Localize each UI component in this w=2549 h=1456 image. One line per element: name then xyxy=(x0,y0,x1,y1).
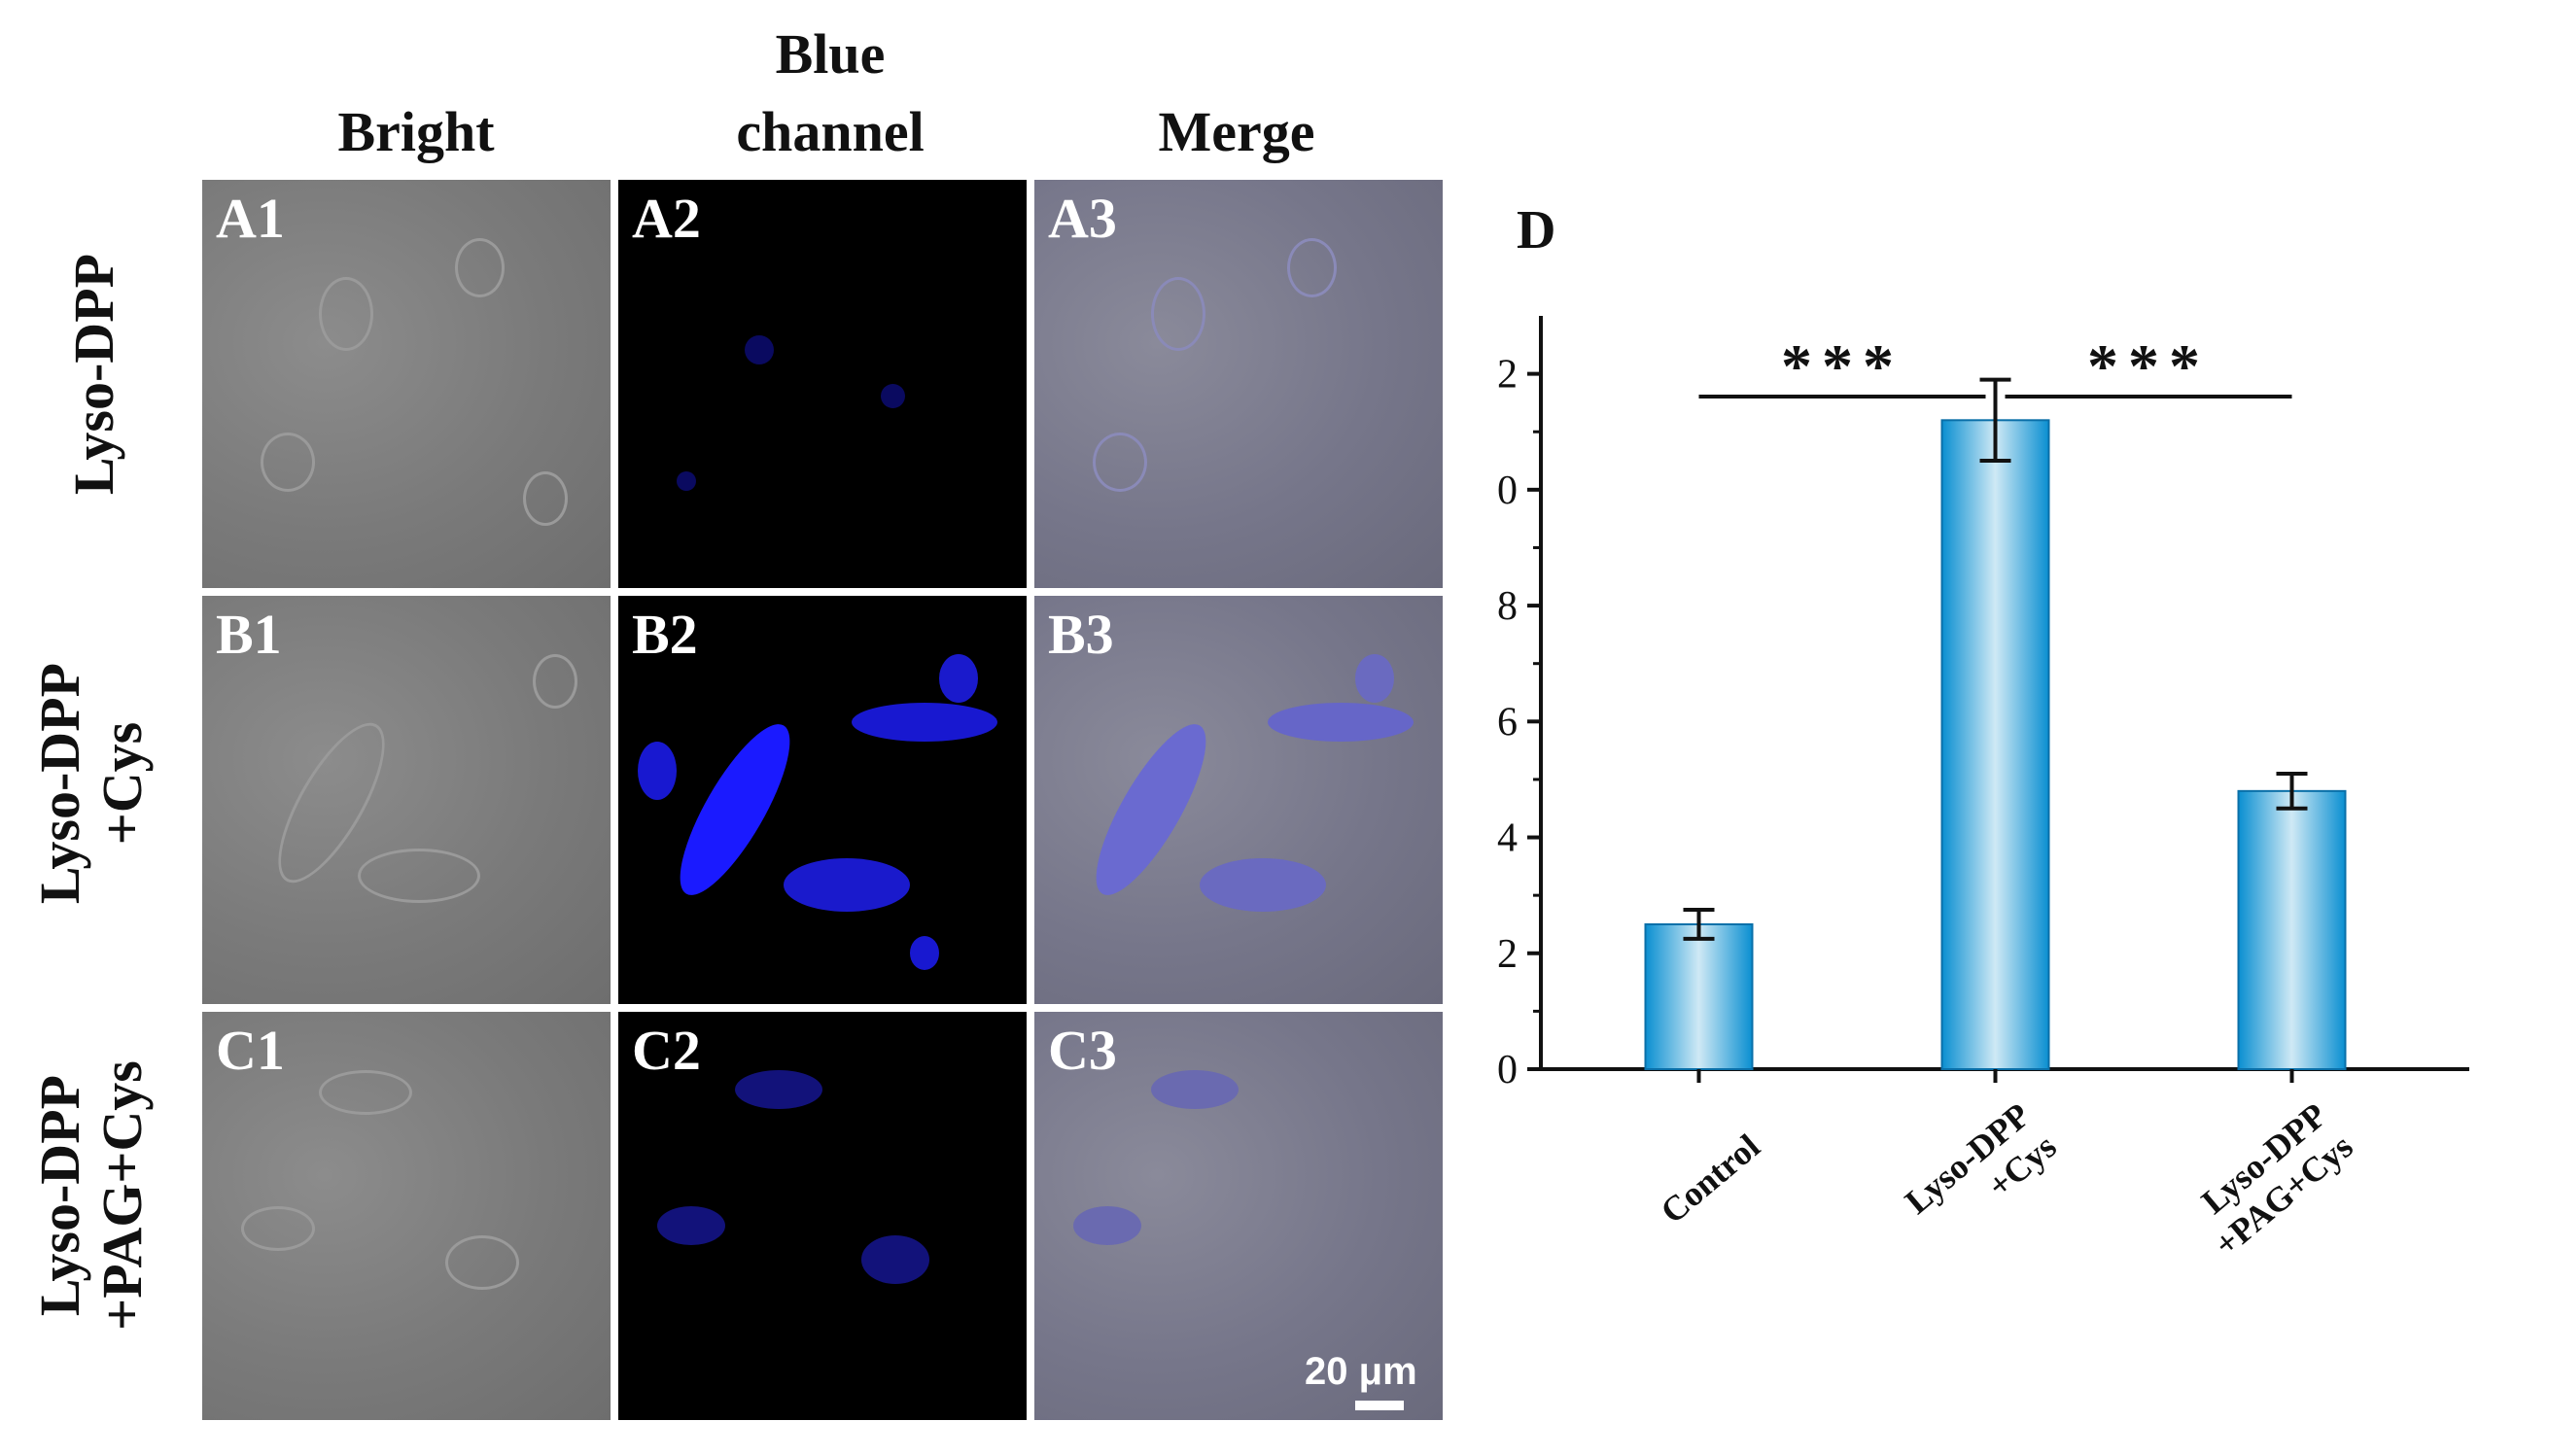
column-header-blue-channel: Blue channel xyxy=(626,16,1034,171)
image-panel-a3: A3 xyxy=(1034,180,1443,588)
row-header-lyso-dpp-pag-cys: Lyso-DPP +PAG+Cys xyxy=(28,962,165,1429)
image-panel-a2: A2 xyxy=(618,180,1027,588)
row-header-lyso-dpp-line1: Lyso-DPP xyxy=(62,253,125,496)
bar-1 xyxy=(1940,419,2050,1070)
x-tick-label-line: Control xyxy=(1654,1127,1767,1231)
bar-0 xyxy=(1644,922,1754,1071)
image-panel-c2: C2 xyxy=(618,1012,1027,1420)
row-header-lyso-dpp-cys: Lyso-DPP +Cys xyxy=(28,579,165,988)
significance-label-0: *** xyxy=(1781,331,1903,400)
panel-label-b3: B3 xyxy=(1048,603,1114,666)
panel-label-b1: B1 xyxy=(216,603,282,666)
image-panel-b1: B1 xyxy=(202,596,611,1004)
panel-label-a1: A1 xyxy=(216,187,285,250)
column-header-merge: Merge xyxy=(1158,100,1315,163)
y-tick-label-4: 4 xyxy=(1497,816,1518,861)
image-panel-a1: A1 xyxy=(202,180,611,588)
panel-label-c3: C3 xyxy=(1048,1019,1117,1082)
column-header-bright: Bright xyxy=(337,100,495,163)
scale-bar-label: 20 μm xyxy=(1305,1350,1417,1393)
x-tick-label-1: Lyso-DPP+Cys xyxy=(1898,1095,2064,1222)
panel-label-b2: B2 xyxy=(632,603,698,666)
column-header-blue-line1: Blue xyxy=(775,22,886,86)
row-header-lyso-dpp-cys-line1: Lyso-DPP xyxy=(28,662,91,905)
y-tick-label-2: 2 xyxy=(1497,932,1518,977)
image-panel-c1: C1 xyxy=(202,1012,611,1420)
row-header-lyso-dpp-cys-line2: +Cys xyxy=(90,721,154,846)
chart-panel-label: D xyxy=(1517,200,1555,260)
y-tick-label-12: 12 xyxy=(1497,353,1518,398)
panel-label-a3: A3 xyxy=(1048,187,1117,250)
panel-label-c1: C1 xyxy=(216,1019,285,1082)
y-tick-label-10: 10 xyxy=(1497,468,1518,513)
panel-label-c2: C2 xyxy=(632,1019,701,1082)
row-header-lyso-dpp-pag-cys-line2: +PAG+Cys xyxy=(90,1060,154,1331)
row-header-lyso-dpp: Lyso-DPP xyxy=(62,170,131,578)
y-tick-label-0: 0 xyxy=(1497,1048,1518,1092)
panel-label-a2: A2 xyxy=(632,187,701,250)
x-tick-label-2: Lyso-DPP+PAG+Cys xyxy=(2194,1095,2360,1265)
scale-bar xyxy=(1355,1401,1404,1410)
image-panel-c3: C3 20 μm xyxy=(1034,1012,1443,1420)
significance-label-1: *** xyxy=(2087,331,2210,400)
image-panel-b3: B3 xyxy=(1034,596,1443,1004)
y-tick-label-6: 6 xyxy=(1497,700,1518,745)
column-header-blue-line2: channel xyxy=(736,100,925,163)
image-panel-b2: B2 xyxy=(618,596,1027,1004)
row-header-lyso-dpp-pag-cys-line1: Lyso-DPP xyxy=(28,1074,91,1317)
x-tick-label-0: Control xyxy=(1654,1127,1767,1231)
mfi-bar-chart: D024681012MFI (a.u.)ControlLyso-DPP+CysL… xyxy=(1497,200,2469,1265)
y-tick-label-8: 8 xyxy=(1497,584,1518,629)
bar-2 xyxy=(2237,789,2347,1070)
